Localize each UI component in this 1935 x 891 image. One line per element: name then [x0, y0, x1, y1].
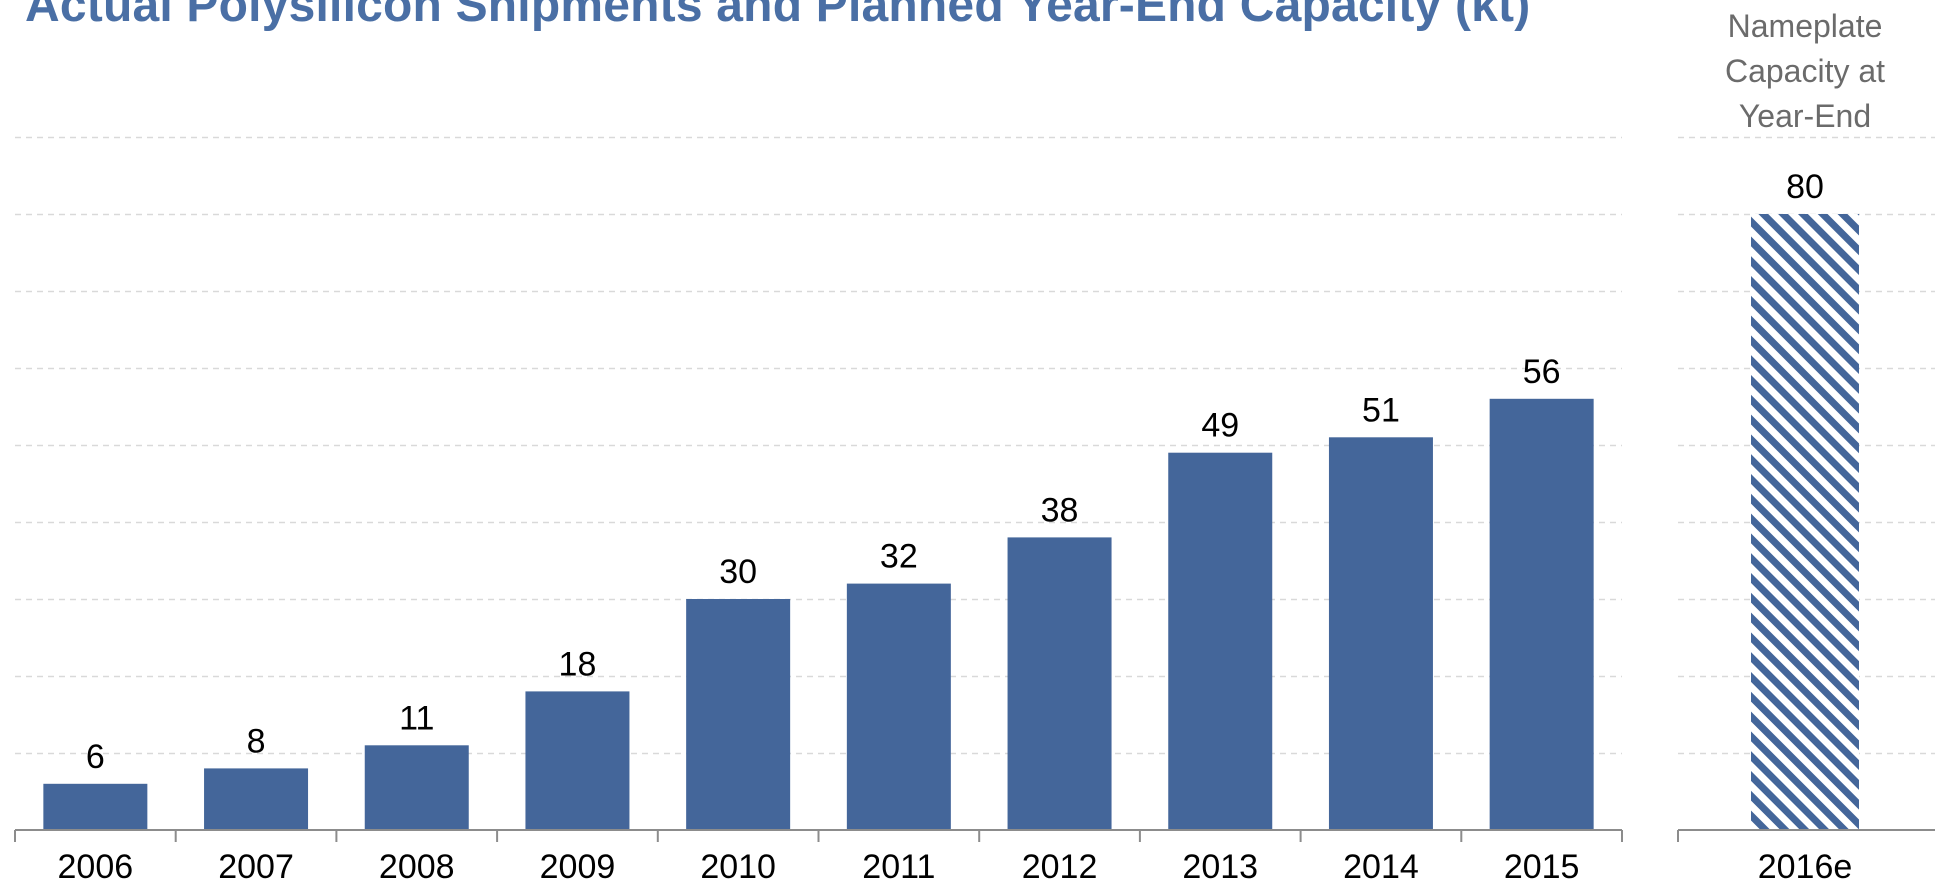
bar-2016e	[1751, 214, 1859, 830]
bar-2010	[686, 599, 791, 830]
x-tick-label: 2016e	[1758, 848, 1853, 886]
x-tick-label: 2011	[862, 848, 935, 886]
value-label: 32	[880, 538, 918, 576]
bar-2008	[364, 745, 469, 830]
bar-2012	[1007, 537, 1112, 830]
value-label: 8	[247, 722, 266, 760]
bar-2006	[43, 783, 148, 830]
value-label: 38	[1041, 491, 1079, 529]
value-label: 80	[1786, 168, 1824, 206]
value-label: 11	[399, 699, 434, 737]
value-label: 51	[1362, 391, 1400, 429]
value-label: 49	[1201, 407, 1239, 445]
labels: 6 2006 8 2007 11 2008 18 2009 30 2010 32 2011 38 2012…	[58, 8, 1886, 886]
x-tick-label: 2010	[700, 848, 776, 886]
x-tick-label: 2015	[1504, 848, 1580, 886]
bars	[43, 214, 1859, 830]
x-tick-label: 2009	[540, 848, 616, 886]
bar-2011	[846, 583, 951, 830]
capacity-header-line: Capacity at	[1725, 53, 1885, 89]
capacity-header-line: Nameplate	[1728, 8, 1883, 44]
value-label: 18	[559, 645, 597, 683]
bar-2007	[204, 768, 309, 830]
x-axis	[14, 829, 1935, 842]
x-tick-label: 2006	[58, 848, 134, 886]
x-tick-label: 2012	[1022, 848, 1098, 886]
value-label: 56	[1523, 353, 1561, 391]
bar-2013	[1168, 452, 1273, 830]
chart-title: Actual Polysilicon Shipments and Planned…	[25, 0, 1531, 32]
gridlines	[15, 136, 1935, 755]
bar-2009	[525, 691, 630, 830]
value-label: 30	[719, 553, 757, 591]
x-tick-label: 2007	[218, 848, 294, 886]
x-tick-label: 2008	[379, 848, 455, 886]
value-label: 6	[86, 738, 105, 776]
x-tick-label: 2014	[1343, 848, 1419, 886]
bar-2014	[1328, 437, 1433, 830]
x-tick-label: 2013	[1182, 848, 1258, 886]
bar-2015	[1489, 398, 1594, 830]
capacity-header-line: Year-End	[1739, 98, 1871, 134]
